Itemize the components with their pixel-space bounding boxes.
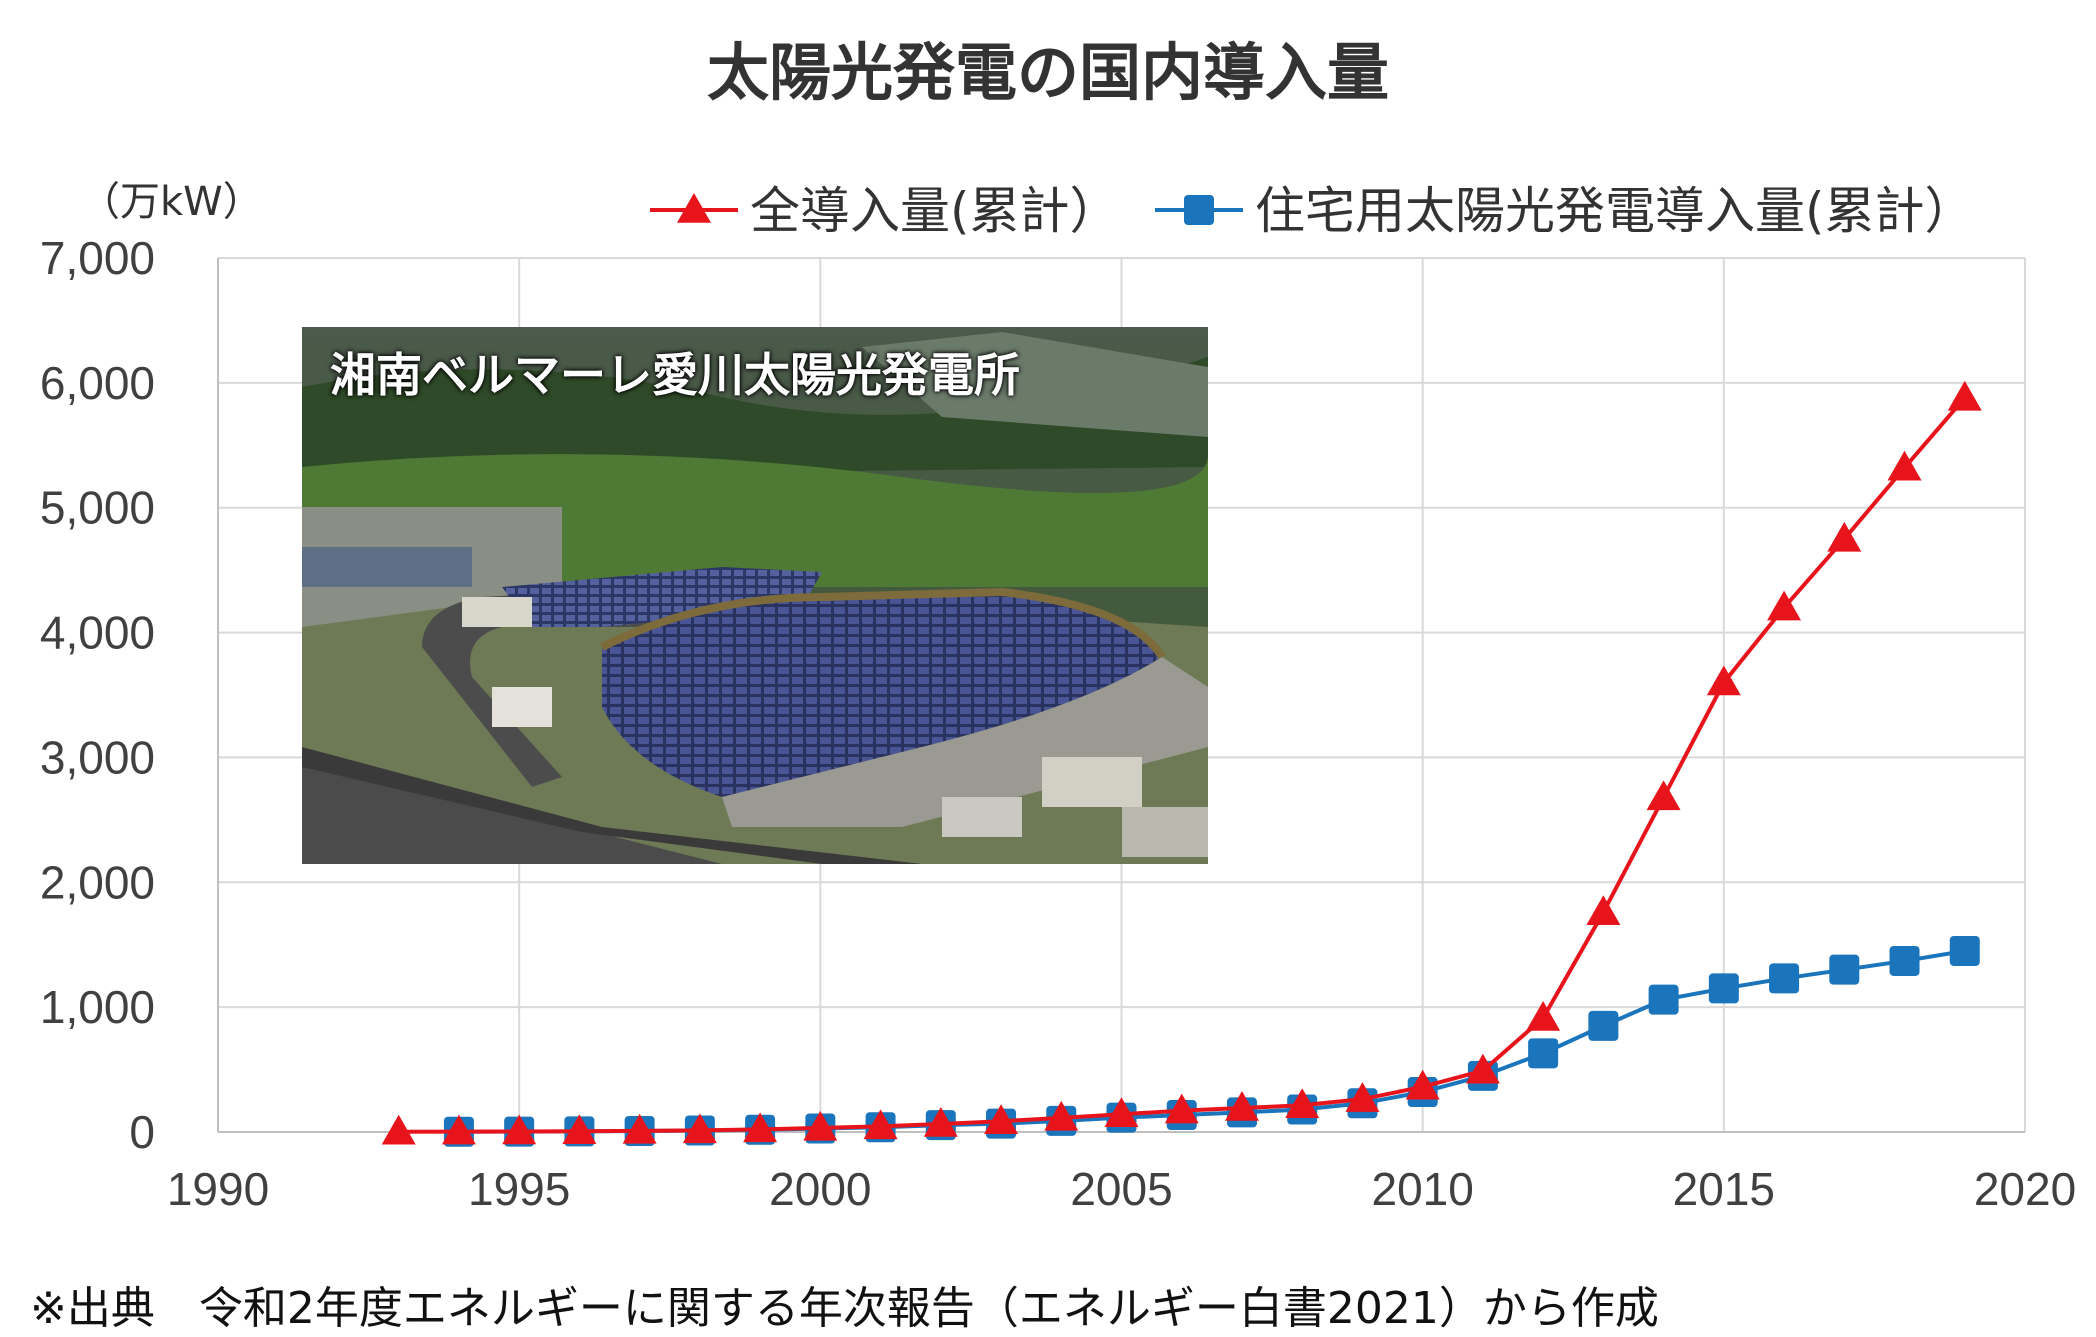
series-lines — [381, 380, 1982, 1147]
data-point — [1887, 450, 1922, 481]
data-point — [441, 1114, 476, 1145]
legend: 全導入量(累計） 住宅用太陽光発電導入量(累計） — [650, 182, 1975, 240]
data-point — [1708, 973, 1739, 1004]
data-point — [1345, 1082, 1380, 1112]
solar-plant-photo-illustration — [302, 327, 1208, 864]
data-point — [1285, 1088, 1320, 1119]
data-point — [562, 1114, 597, 1145]
series-line — [458, 948, 1966, 1134]
data-point — [1528, 1038, 1559, 1069]
y-tick-label: 5,000 — [40, 482, 155, 534]
data-point — [803, 1110, 838, 1141]
data-point — [1769, 963, 1800, 994]
legend-marker — [1184, 195, 1214, 225]
x-tick-label: 1995 — [468, 1163, 570, 1215]
data-point — [923, 1107, 958, 1137]
data-point — [1706, 665, 1741, 696]
legend-label: 全導入量(累計） — [750, 182, 1120, 240]
data-point — [1588, 1010, 1619, 1041]
x-tick-label: 1990 — [167, 1163, 269, 1215]
data-point — [1586, 895, 1621, 926]
y-tick-label: 2,000 — [40, 856, 155, 908]
data-point — [1889, 945, 1920, 976]
chart-title: 太陽光発電の国内導入量 — [706, 36, 1389, 109]
data-point — [1044, 1100, 1079, 1131]
data-point — [1949, 935, 1980, 966]
y-axis-unit-label: （万kW） — [80, 179, 263, 225]
solar-plant-photo: 湘南ベルマーレ愛川太陽光発電所 — [302, 327, 1208, 864]
tick-labels: 0 1,000 2,000 3,000 4,000 5,000 6,000 7,000 1990… — [40, 232, 2076, 1215]
source-note: ※出典 令和2年度エネルギーに関する年次報告（エネルギー白書2021）から作成 — [30, 1283, 1659, 1334]
data-point — [682, 1113, 717, 1144]
data-point — [863, 1109, 898, 1140]
y-tick-label: 0 — [129, 1106, 155, 1158]
data-point — [502, 1114, 537, 1145]
legend-label: 住宅用太陽光発電導入量(累計） — [1255, 182, 1975, 240]
x-tick-label: 2000 — [769, 1163, 871, 1215]
y-tick-label: 1,000 — [40, 981, 155, 1033]
x-tick-label: 2020 — [1974, 1163, 2076, 1215]
y-tick-label: 6,000 — [40, 357, 155, 409]
data-point — [1829, 954, 1860, 985]
photo-caption: 湘南ベルマーレ愛川太陽光発電所 — [330, 348, 1020, 402]
data-point — [1767, 590, 1802, 621]
data-point — [1405, 1069, 1440, 1100]
data-point — [1947, 380, 1982, 411]
x-tick-label: 2015 — [1673, 1163, 1775, 1215]
data-point — [1164, 1093, 1199, 1124]
data-point — [1465, 1053, 1500, 1084]
data-point — [1224, 1091, 1259, 1121]
data-point — [622, 1113, 657, 1144]
data-point — [743, 1112, 778, 1143]
data-point — [1526, 1001, 1561, 1031]
x-tick-label: 2010 — [1371, 1163, 1473, 1215]
x-tick-label: 2005 — [1070, 1163, 1172, 1215]
data-point — [381, 1114, 416, 1145]
data-point — [1827, 521, 1862, 552]
y-tick-label: 4,000 — [40, 607, 155, 659]
y-tick-label: 3,000 — [40, 731, 155, 783]
data-point — [1646, 780, 1681, 811]
data-point — [1104, 1097, 1139, 1128]
data-point — [984, 1104, 1019, 1135]
data-point — [1648, 984, 1679, 1015]
y-tick-label: 7,000 — [40, 232, 155, 284]
legend-marker — [677, 193, 711, 223]
